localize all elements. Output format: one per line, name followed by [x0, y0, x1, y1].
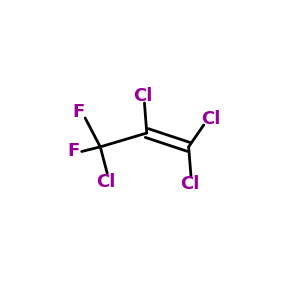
Text: F: F: [72, 103, 84, 121]
Text: Cl: Cl: [180, 175, 200, 193]
Text: Cl: Cl: [96, 172, 116, 190]
Text: Cl: Cl: [134, 87, 153, 105]
Text: Cl: Cl: [201, 110, 220, 128]
Text: F: F: [68, 142, 80, 160]
